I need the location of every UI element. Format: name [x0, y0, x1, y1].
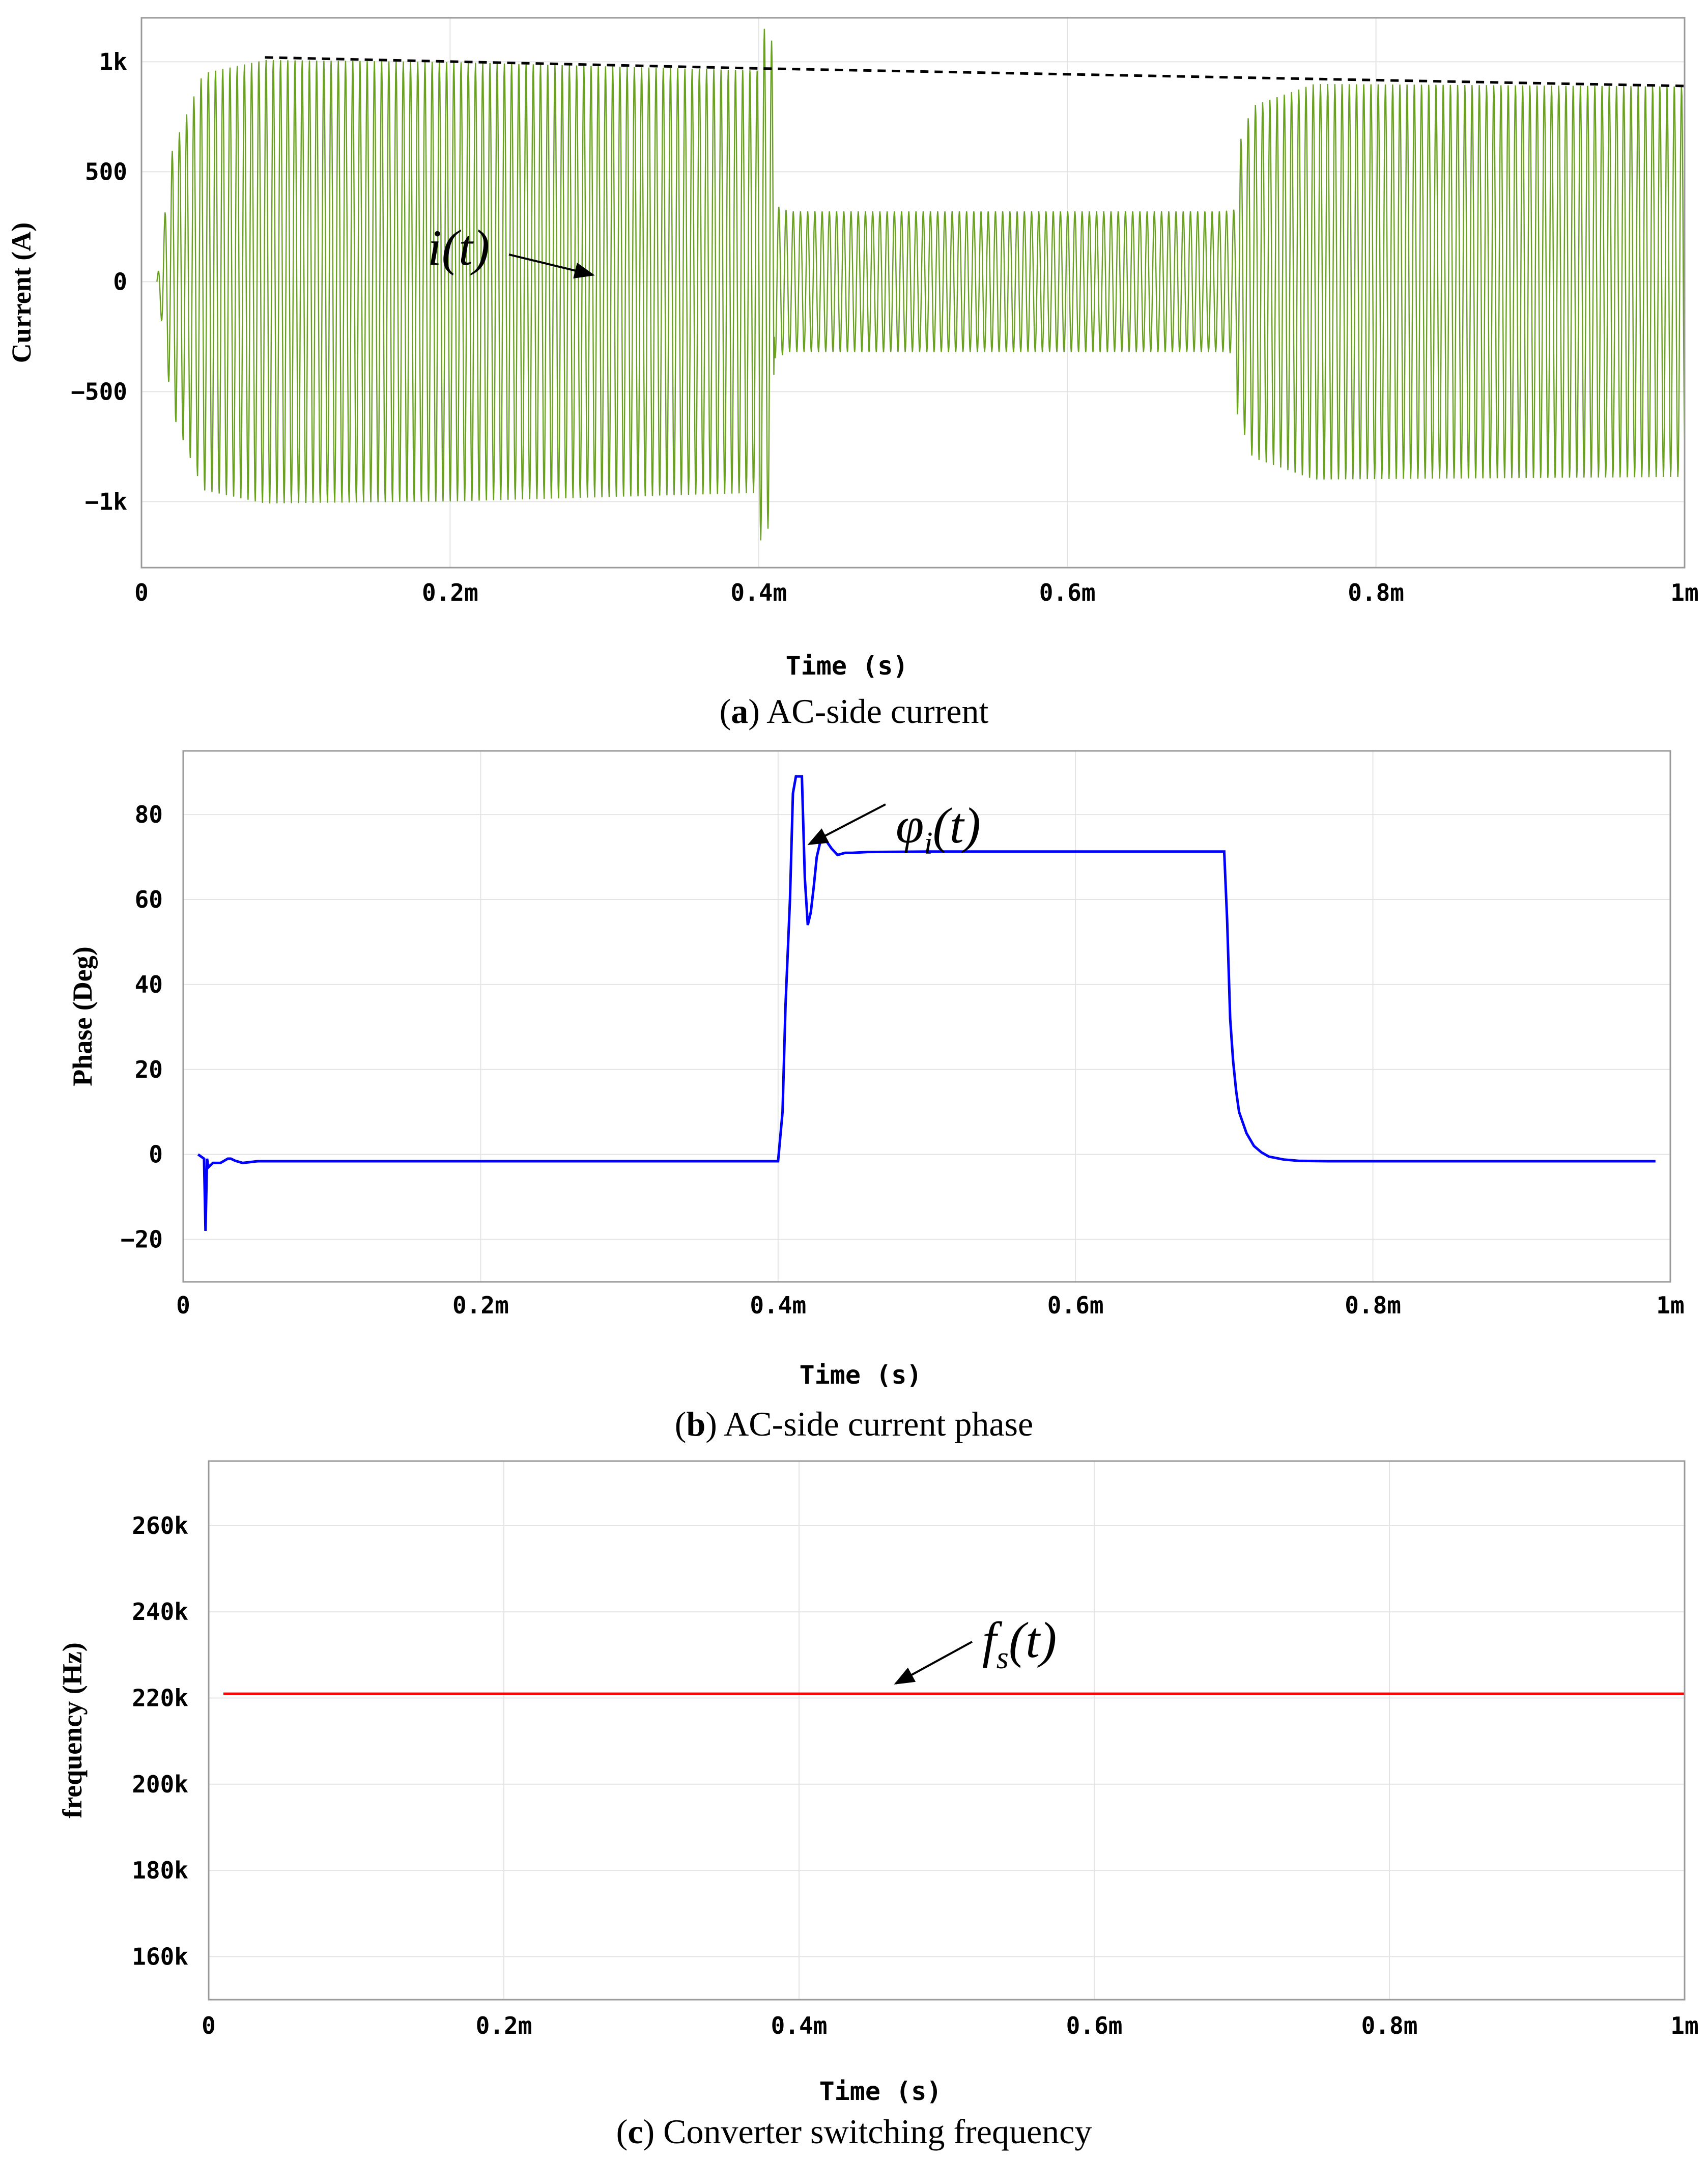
- panel-c-plot-area: [209, 1461, 1685, 2000]
- panel-c-caption-text: Converter switching frequency: [663, 2112, 1092, 2151]
- panel-a-xtick-label-1: 0.2m: [422, 579, 478, 606]
- panel-a-xtick-label-4: 0.8m: [1348, 579, 1404, 606]
- panel-b-ytick-label-2: 40: [135, 971, 163, 998]
- panel-b-plot-area: [183, 751, 1670, 1282]
- panel-a-caption: (a) AC-side current: [720, 692, 989, 731]
- panel-b-yaxis-title: Phase (Deg): [67, 946, 98, 1086]
- panel-a-caption-letter: a: [731, 692, 748, 731]
- panel-b-xtick-label-3: 0.6m: [1047, 1292, 1104, 1319]
- panel-a-series-current-waveform: [156, 29, 1685, 541]
- panel-a-series-group: [156, 29, 1685, 541]
- panel-a-xtick-label-2: 0.4m: [730, 579, 787, 606]
- panel-b-ytick-label-5: −20: [121, 1226, 163, 1253]
- panel-c-ytick-label-4: 180k: [132, 1857, 188, 1884]
- panel-b-xtick-label-2: 0.4m: [750, 1292, 806, 1319]
- panel-a-caption-text: AC-side current: [766, 692, 988, 731]
- panel-c-xtick-label-2: 0.4m: [771, 2012, 828, 2039]
- panel-b-ytick-label-1: 60: [135, 886, 163, 913]
- panel-b-ytick-label-3: 20: [135, 1056, 163, 1083]
- panel-a-annotation-label: i(t): [428, 219, 490, 276]
- panel-c: 0 0.2m 0.4m 0.6m 0.8m 1m 260k 240k 220k 200k 180k 1…: [57, 1460, 1699, 2151]
- panel-c-xtick-label-3: 0.6m: [1066, 2012, 1123, 2039]
- panel-a-frame: [140, 17, 1686, 569]
- panel-c-annotation-arrow: [894, 1641, 973, 1685]
- panel-b-caption: (b) AC-side current phase: [675, 1405, 1033, 1443]
- panel-a: 0 0.2m 0.4m 0.6m 0.8m 1m 1k 500 0 −500 −1k Time (s)…: [6, 17, 1699, 731]
- panel-a-ytick-label-2: 0: [113, 268, 127, 295]
- panel-c-xtick-label-0: 0: [202, 2012, 216, 2039]
- panel-a-series-envelope-dashed: [265, 56, 1685, 88]
- panel-c-yaxis-title: frequency (Hz): [57, 1642, 88, 1818]
- panel-c-xtick-label-4: 0.8m: [1361, 2012, 1418, 2039]
- panel-b-caption-text: AC-side current phase: [724, 1405, 1033, 1443]
- panel-c-ytick-label-1: 240k: [132, 1598, 188, 1625]
- panel-c-frame: [208, 1460, 1686, 2001]
- panel-a-yaxis-title: Current (A): [6, 222, 37, 363]
- panel-b-xtick-label-4: 0.8m: [1345, 1292, 1401, 1319]
- panel-c-ytick-label-2: 220k: [132, 1685, 188, 1712]
- panel-c-xtick-label-5: 1m: [1670, 2012, 1698, 2039]
- panel-a-xtick-label-0: 0: [134, 579, 149, 606]
- panel-a-ytick-label-0: 1k: [99, 48, 127, 75]
- panel-a-ytick-label-1: 500: [85, 158, 127, 185]
- panel-b-xtick-label-5: 1m: [1656, 1292, 1684, 1319]
- panel-c-caption: (c) Converter switching frequency: [616, 2112, 1092, 2151]
- panel-b-ytick-label-4: 0: [149, 1141, 163, 1168]
- panel-c-ytick-label-3: 200k: [132, 1771, 188, 1798]
- panel-c-xaxis-title: Time (s): [819, 2077, 942, 2106]
- panel-b-ytick-label-0: 80: [135, 801, 163, 828]
- panel-b-xtick-label-0: 0: [176, 1292, 190, 1319]
- panel-a-xaxis-title: Time (s): [786, 651, 908, 681]
- panel-a-ytick-label-3: −500: [71, 378, 127, 405]
- panel-c-annotation-label: fs(t): [982, 1612, 1057, 1675]
- panel-c-ytick-label-5: 160k: [132, 1943, 188, 1970]
- panel-a-annotation-arrow: [508, 254, 595, 279]
- panel-b-series-line: [197, 775, 1656, 1231]
- panel-b-xtick-label-1: 0.2m: [452, 1292, 509, 1319]
- panel-b-caption-letter: b: [686, 1405, 705, 1443]
- panel-a-ytick-label-4: −1k: [85, 488, 127, 515]
- panel-c-ytick-label-0: 260k: [132, 1512, 188, 1539]
- panel-b-annotation-label: φi(t): [896, 797, 981, 861]
- panel-b-frame: [182, 750, 1671, 1283]
- panel-a-xtick-label-5: 1m: [1670, 579, 1698, 606]
- panel-b-xaxis-title: Time (s): [800, 1360, 922, 1390]
- panel-c-caption-letter: c: [628, 2112, 643, 2151]
- panel-b-series-group: [197, 775, 1656, 1231]
- panel-c-xtick-label-1: 0.2m: [476, 2012, 532, 2039]
- panel-a-xtick-label-3: 0.6m: [1039, 579, 1096, 606]
- panel-b: 0 0.2m 0.4m 0.6m 0.8m 1m 80 60 40 20 0 −20 Time (s) P…: [67, 750, 1685, 1443]
- panel-b-annotation-arrow: [807, 803, 886, 845]
